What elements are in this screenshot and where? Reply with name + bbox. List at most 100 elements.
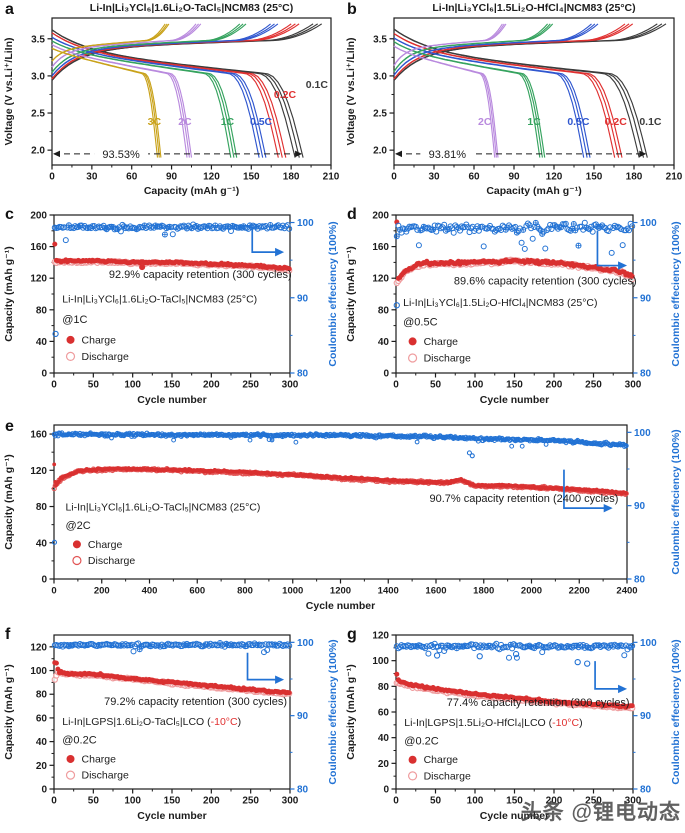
legend-discharge-label: Discharge <box>82 351 129 363</box>
panel-c: c 0 50 100 150 200 250 300 0 40 80 120 160 200 80 90 10… <box>0 205 342 417</box>
panel-letter-a: a <box>5 1 14 18</box>
tick-label: 300 <box>282 796 299 807</box>
panel-letter-c: c <box>5 206 14 223</box>
coulombic-efficiency-series <box>393 640 636 661</box>
cycling-chart-svg: 0 50 100 150 200 250 300 0 20 40 60 80 100 120 80 90 100… <box>345 631 682 823</box>
retention-text: 92.9% capacity retention (300 cycles) <box>109 269 292 281</box>
tick-label: 80 <box>634 575 646 586</box>
tick-label: 300 <box>282 380 299 391</box>
legend-discharge-marker <box>72 555 82 566</box>
legend-discharge-marker <box>65 770 76 780</box>
tick-label: 3.5 <box>31 34 45 45</box>
row-e: e 0 200 400 600 800 1000 1200 1400 1600 1800 2000 2… <box>0 417 685 625</box>
chart-a: 0 30 60 90 120 150 180 210 2.0 2.5 3.0 3.5 Capacity … <box>0 0 342 205</box>
y2-axis-label: Coulombic effeciency (100%) <box>670 639 682 784</box>
legend-discharge-label: Discharge <box>424 770 471 782</box>
charge-series <box>52 241 292 272</box>
tick-label: 120 <box>30 274 47 285</box>
tick-label: 250 <box>242 796 259 807</box>
y2-axis-label: Coulombic effeciency (100%) <box>670 221 682 366</box>
c-rate-label: @0.2C <box>404 735 438 747</box>
panel-b: b 0 30 60 90 120 150 180 210 2.0 2.5 3.0 3.5 Capacit… <box>342 0 685 205</box>
legend-charge-marker <box>408 337 417 346</box>
tick-label: 80 <box>297 369 309 380</box>
tick-label: 60 <box>468 172 480 183</box>
cycling-chart-svg: 0 50 100 150 200 250 300 0 40 80 120 160 200 80 90 100 C… <box>345 211 682 407</box>
cell-stack-label: Li-In|LGPS|1.5Li₂O-HfCl₄|LCO (-10°C) <box>404 717 582 729</box>
coulombic-efficiency-series <box>51 430 629 449</box>
ce-axis-arrow <box>246 652 279 681</box>
rate-label-0.1C: 0.1C <box>306 79 329 91</box>
y-axis-label: Voltage (V vs.Li⁺/LiIn) <box>345 37 357 145</box>
tick-label: 100 <box>467 380 484 391</box>
tick-label: 0 <box>393 796 399 807</box>
tick-label: 50 <box>88 796 100 807</box>
tick-label: 3.5 <box>373 34 387 45</box>
tick-label: 80 <box>36 690 48 701</box>
cell-stack-label: Li-In|Li₃YCl₆|1.6Li₂O-TaCl₅|NCM83 (25°C) <box>65 501 260 513</box>
tick-label: 50 <box>430 796 442 807</box>
legend-charge-marker <box>408 755 417 764</box>
tick-label: 0 <box>49 172 55 183</box>
tick-label: 3.0 <box>31 71 45 82</box>
x-axis-label: Capacity (mAh g⁻¹) <box>144 185 239 197</box>
cycling-chart-svg: 0 50 100 150 200 250 300 0 20 40 60 80 100 120 80 90 100… <box>3 634 339 822</box>
tick-label: 0 <box>51 380 57 391</box>
legend-discharge-label: Discharge <box>424 352 471 364</box>
tick-label: 100 <box>297 218 314 229</box>
tick-label: 180 <box>626 172 643 183</box>
tick-label: 160 <box>30 242 47 253</box>
tick-label: 90 <box>640 293 652 304</box>
charge-series <box>394 671 635 710</box>
rate-label-0.2C: 0.2C <box>605 116 628 128</box>
tick-label: 2.5 <box>31 109 45 120</box>
tick-label: 2400 <box>616 586 637 597</box>
tick-label: 80 <box>640 369 652 380</box>
x-axis-label: Cycle number <box>480 394 549 406</box>
panel-g: g 0 50 100 150 200 250 300 0 20 40 60 80 100 120 80 90 1… <box>342 625 685 833</box>
tick-label: 90 <box>297 293 309 304</box>
tick-label: 0 <box>41 575 47 586</box>
cell-stack-label: Li-In|Li₃YCl₆|1.6Li₂O-TaCl₅|NCM83 (25°C) <box>62 294 257 306</box>
tick-label: 60 <box>126 172 138 183</box>
tick-label: 200 <box>546 380 563 391</box>
retention-text: 90.7% capacity retention (2400 cycles) <box>429 493 618 505</box>
tick-label: 3.0 <box>373 71 387 82</box>
tick-label: 0 <box>383 369 389 380</box>
panel-d: d 0 50 100 150 200 250 300 0 40 80 120 160 200 80 90 10… <box>342 205 685 417</box>
legend-charge-marker <box>72 540 81 549</box>
panel-letter-e: e <box>5 418 14 435</box>
ce-axis-arrow <box>596 230 622 267</box>
y2-axis-label: Coulombic effeciency (100%) <box>327 639 339 784</box>
tick-label: 40 <box>36 538 48 549</box>
tick-label: 0 <box>51 796 57 807</box>
tick-label: 120 <box>30 642 47 653</box>
tick-label: 2000 <box>521 586 542 597</box>
plot-frame <box>53 634 291 790</box>
rate-curves <box>393 23 667 158</box>
tick-label: 200 <box>203 380 220 391</box>
tick-label: 1200 <box>330 586 351 597</box>
chart-d: 0 50 100 150 200 250 300 0 40 80 120 160 200 80 90 100 C… <box>342 205 685 417</box>
tick-label: 300 <box>625 796 642 807</box>
tick-label: 90 <box>640 711 652 722</box>
tick-label: 160 <box>30 430 47 441</box>
tick-label: 90 <box>508 172 520 183</box>
legend-charge-marker <box>66 335 75 344</box>
tick-label: 80 <box>36 305 48 316</box>
tick-label: 100 <box>634 428 651 439</box>
tick-label: 40 <box>36 737 48 748</box>
rate-label-0.1C: 0.1C <box>639 116 662 128</box>
rate-label-1C: 1C <box>221 116 235 128</box>
tick-label: 400 <box>142 586 158 597</box>
tick-label: 160 <box>372 242 389 253</box>
tick-label: 0 <box>51 586 56 597</box>
tick-label: 120 <box>546 172 563 183</box>
tick-label: 100 <box>467 796 484 807</box>
legend-charge-label: Charge <box>82 334 117 346</box>
watermark-text: 头条 @锂电动态 <box>520 801 681 824</box>
tick-label: 30 <box>428 172 440 183</box>
tick-label: 120 <box>30 466 47 477</box>
legend-charge-label: Charge <box>424 336 459 348</box>
